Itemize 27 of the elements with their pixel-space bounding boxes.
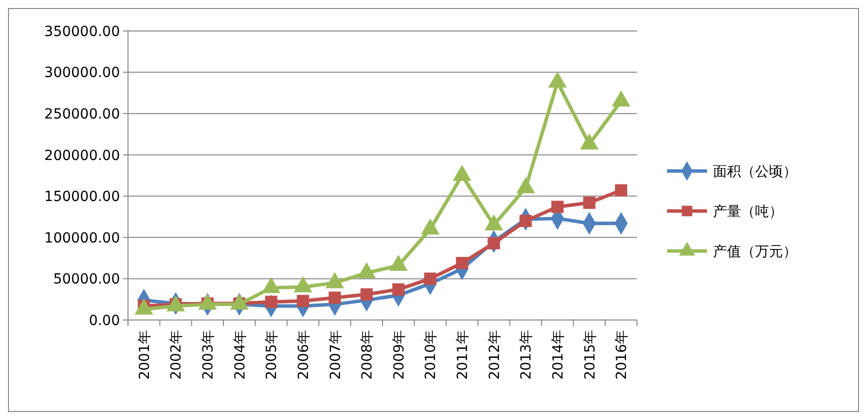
x-tick-label: 2002年 [168,330,185,380]
y-tick-label: 50000.00 [53,272,120,288]
y-tick-label: 150000.00 [44,189,120,206]
x-tick-label: 2005年 [264,330,280,380]
x-tick-label: 2004年 [232,330,248,380]
y-tick-label: 100000.00 [44,230,120,246]
x-tick-label: 2001年 [136,330,153,380]
legend-label: 产量（吨） [713,204,783,220]
x-tick-label: 2013年 [518,330,535,380]
y-tick-label: 300000.00 [44,65,120,82]
y-tick-label: 0.00 [88,312,120,329]
y-tick-label: 350000.00 [44,24,120,40]
x-tick-label: 2014年 [550,330,566,380]
x-tick-label: 2008年 [360,330,376,380]
x-tick-label: 2011年 [455,330,472,380]
x-tick-label: 2007年 [328,330,344,380]
x-tick-label: 2009年 [391,330,408,380]
y-tick-label: 200000.00 [44,148,120,164]
y-tick-label: 250000.00 [44,106,120,122]
x-tick-label: 2016年 [614,330,630,380]
x-tick-label: 2015年 [582,330,598,380]
legend-label: 产值（万元） [713,244,797,260]
legend-label: 面积（公顷） [713,164,797,180]
x-tick-label: 2006年 [296,330,312,380]
x-tick-label: 2010年 [423,330,440,380]
x-tick-label: 2003年 [200,330,217,380]
x-tick-label: 2012年 [486,330,503,380]
